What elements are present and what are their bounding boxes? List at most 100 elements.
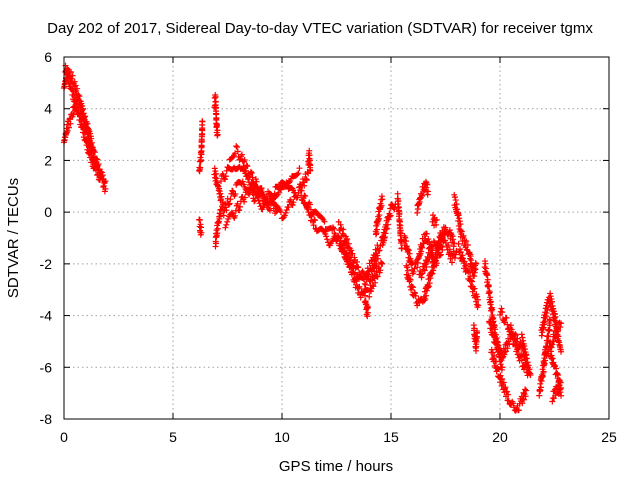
data-point bbox=[71, 78, 78, 85]
data-point bbox=[268, 200, 275, 207]
data-point bbox=[198, 224, 205, 231]
data-point bbox=[244, 163, 251, 170]
data-point bbox=[274, 206, 281, 213]
data-point bbox=[453, 201, 460, 208]
data-point bbox=[294, 194, 301, 201]
y-axis-label: SDTVAR / TECUs bbox=[5, 178, 22, 298]
data-point bbox=[500, 379, 507, 386]
data-point bbox=[469, 278, 476, 285]
data-point bbox=[540, 358, 547, 365]
data-point bbox=[365, 304, 372, 311]
data-point bbox=[525, 362, 532, 369]
data-point bbox=[488, 346, 495, 353]
data-point bbox=[65, 72, 72, 79]
data-point bbox=[353, 281, 360, 288]
data-point bbox=[452, 251, 459, 258]
data-point bbox=[269, 200, 276, 207]
data-point bbox=[87, 149, 94, 156]
data-point bbox=[486, 318, 493, 325]
data-point bbox=[557, 379, 564, 386]
data-point bbox=[84, 139, 91, 146]
data-point bbox=[74, 105, 81, 112]
data-point bbox=[290, 199, 297, 206]
data-point bbox=[88, 135, 95, 142]
data-point bbox=[383, 226, 390, 233]
data-point bbox=[289, 202, 296, 209]
data-point bbox=[518, 331, 525, 338]
data-point bbox=[410, 284, 417, 291]
data-point bbox=[248, 169, 255, 176]
data-point bbox=[541, 318, 548, 325]
data-point bbox=[501, 348, 508, 355]
data-point bbox=[324, 236, 331, 243]
data-point bbox=[554, 328, 561, 335]
data-point bbox=[243, 186, 250, 193]
data-point bbox=[66, 73, 73, 80]
data-point bbox=[507, 322, 514, 329]
data-point bbox=[307, 167, 314, 174]
data-point bbox=[95, 161, 102, 168]
data-point bbox=[510, 400, 517, 407]
data-point bbox=[246, 189, 253, 196]
data-point bbox=[540, 324, 547, 331]
data-point bbox=[474, 328, 481, 335]
data-point bbox=[425, 236, 432, 243]
data-point bbox=[544, 306, 551, 313]
data-point bbox=[258, 189, 265, 196]
data-point bbox=[363, 276, 370, 283]
data-point bbox=[355, 264, 362, 271]
data-point bbox=[234, 200, 241, 207]
data-point bbox=[464, 242, 471, 249]
data-point bbox=[457, 221, 464, 228]
data-point bbox=[558, 348, 565, 355]
data-point bbox=[544, 304, 551, 311]
data-point bbox=[300, 179, 307, 186]
data-point bbox=[198, 156, 205, 163]
data-point bbox=[504, 388, 511, 395]
data-point bbox=[313, 208, 320, 215]
data-point bbox=[296, 183, 303, 190]
data-point bbox=[557, 324, 564, 331]
data-point bbox=[236, 156, 243, 163]
data-point bbox=[212, 98, 219, 105]
data-point bbox=[367, 265, 374, 272]
data-point bbox=[381, 237, 388, 244]
data-point bbox=[374, 255, 381, 262]
data-point bbox=[82, 130, 89, 137]
data-point bbox=[362, 292, 369, 299]
data-point bbox=[505, 391, 512, 398]
data-point bbox=[404, 264, 411, 271]
data-point bbox=[504, 321, 511, 328]
data-point bbox=[446, 246, 453, 253]
data-point bbox=[423, 263, 430, 270]
data-point bbox=[70, 88, 77, 95]
data-point bbox=[539, 325, 546, 332]
y-tick-label: -8 bbox=[40, 411, 53, 427]
data-point bbox=[524, 359, 531, 366]
data-point bbox=[303, 175, 310, 182]
data-point bbox=[199, 118, 206, 125]
data-point bbox=[395, 197, 402, 204]
data-point bbox=[555, 372, 562, 379]
data-point bbox=[307, 162, 314, 169]
data-point bbox=[90, 156, 97, 163]
data-point bbox=[523, 355, 530, 362]
data-point bbox=[491, 352, 498, 359]
data-point bbox=[502, 348, 509, 355]
data-point bbox=[471, 273, 478, 280]
data-point bbox=[543, 313, 550, 320]
x-tick-label: 15 bbox=[383, 429, 399, 445]
data-point bbox=[523, 352, 530, 359]
data-point bbox=[88, 139, 95, 146]
data-point bbox=[63, 65, 70, 72]
data-point bbox=[222, 204, 229, 211]
data-point bbox=[419, 244, 426, 251]
data-point bbox=[450, 236, 457, 243]
data-point bbox=[224, 218, 231, 225]
data-point bbox=[462, 262, 469, 269]
data-point bbox=[213, 114, 220, 121]
data-point bbox=[455, 240, 462, 247]
data-point bbox=[249, 174, 256, 181]
data-point bbox=[407, 276, 414, 283]
data-point bbox=[522, 386, 529, 393]
